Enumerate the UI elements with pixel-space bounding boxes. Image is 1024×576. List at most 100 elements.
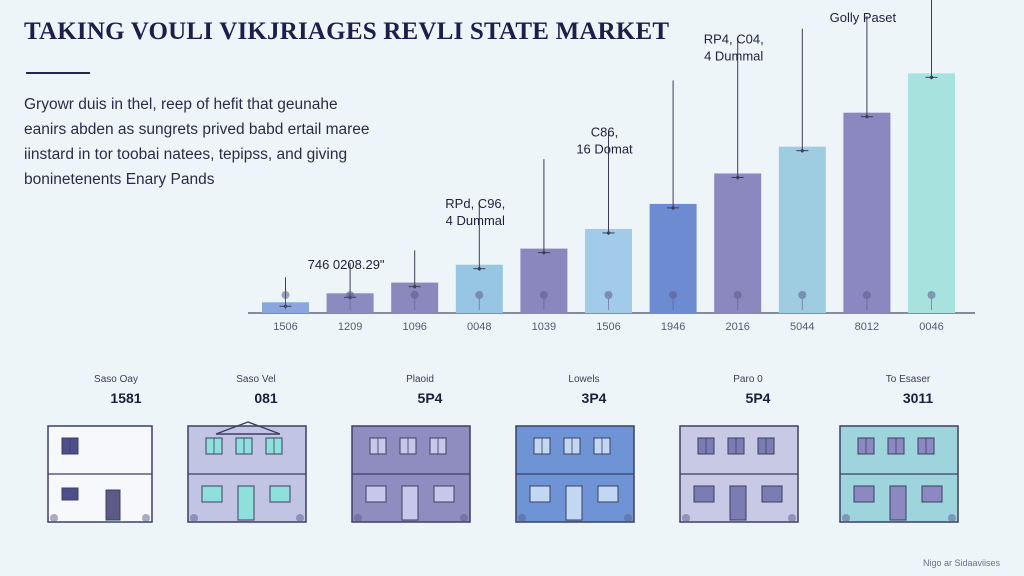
house-label: Saso Vel — [236, 374, 276, 385]
bar — [778, 146, 826, 313]
shrub-icon — [354, 514, 362, 522]
window — [921, 485, 943, 503]
door — [565, 485, 583, 521]
bar — [843, 112, 891, 314]
chart-annotation: 4 Dummal — [704, 49, 763, 64]
tree-icon — [798, 291, 807, 299]
window — [365, 485, 387, 503]
house-label: Saso Oay — [94, 374, 138, 385]
house-value: 1581 — [110, 390, 142, 406]
page-title: TAKING VOULI VIKJRIAGES REVLI STATE MARK… — [24, 18, 670, 45]
bar-chart: 1506 1209 1096 0048 1039 1506 1946 2016 5044 8012… — [248, 0, 975, 333]
tree-icon — [862, 291, 871, 299]
x-tick-label: 1506 — [596, 321, 620, 333]
window — [61, 487, 79, 501]
window — [853, 485, 875, 503]
house-value: 5P4 — [417, 390, 443, 406]
x-tick-label: 1506 — [273, 321, 297, 333]
title-underline — [26, 72, 90, 74]
x-tick-label: 1209 — [338, 321, 362, 333]
tree-icon — [927, 291, 936, 299]
shrub-icon — [624, 514, 632, 522]
shrub-icon — [842, 514, 850, 522]
house-label: Paro 0 — [733, 374, 763, 385]
roof-pediment — [215, 421, 281, 435]
tree-icon — [346, 291, 355, 299]
window — [269, 485, 291, 503]
shrub-icon — [682, 514, 690, 522]
tree-icon — [539, 291, 548, 299]
bar-marker — [477, 267, 481, 271]
house-icon — [679, 425, 799, 523]
door — [889, 485, 907, 521]
chart-annotation: 746 0208.29" — [308, 257, 385, 272]
house-icon — [187, 421, 307, 523]
shrub-icon — [788, 514, 796, 522]
house-icon — [351, 425, 471, 523]
intro-line: Gryowr duis in thel, reep of hefit that … — [24, 96, 338, 113]
window — [529, 485, 551, 503]
house-label: Lowels — [568, 374, 600, 385]
chart-annotation: Golly Paset — [830, 10, 897, 25]
door — [105, 489, 121, 521]
house-icon — [47, 425, 153, 523]
bar-marker — [865, 115, 869, 119]
house-icon — [515, 425, 635, 523]
bar-marker — [413, 284, 417, 289]
chart-annotation: RPd, C96, — [445, 196, 505, 211]
house-value: 3011 — [902, 390, 934, 406]
window — [433, 485, 455, 503]
intro-line: iinstard in tor toobai natees, tepipss, … — [24, 146, 348, 163]
window — [201, 485, 223, 503]
shrub-icon — [296, 514, 304, 522]
tree-icon — [669, 291, 678, 299]
shrub-icon — [460, 514, 468, 522]
shrub-icon — [948, 514, 956, 522]
x-tick-label: 1096 — [402, 321, 426, 333]
bar-marker — [736, 175, 740, 180]
shrub-icon — [518, 514, 526, 522]
x-tick-label: 0046 — [919, 321, 943, 333]
tree-icon — [733, 291, 742, 299]
chart-annotation: 16 Domat — [576, 142, 633, 157]
door — [401, 485, 419, 521]
bar-marker — [606, 231, 611, 235]
house-value: 5P4 — [745, 390, 771, 406]
shrub-icon — [50, 514, 58, 522]
window — [597, 485, 619, 503]
x-tick-label: 5044 — [790, 321, 814, 333]
intro-line: boninetenents Enary Pands — [24, 171, 215, 188]
x-tick-label: 0048 — [467, 321, 491, 333]
window — [693, 485, 715, 503]
chart-annotation: RP4, C04, — [704, 32, 764, 47]
house-label: Plaoid — [406, 374, 434, 385]
bar-marker — [671, 206, 675, 210]
house-icon — [839, 425, 959, 523]
door — [237, 485, 255, 521]
image-credit: Nigo ar Sidaaviises — [922, 558, 1000, 568]
house-value: 081 — [254, 390, 278, 406]
intro-line: eanirs abden as sungrets prived babd ert… — [24, 121, 370, 138]
x-tick-label: 1946 — [661, 321, 685, 333]
house-value: 3P4 — [581, 390, 607, 406]
bar-marker — [800, 149, 804, 153]
bar — [714, 173, 762, 313]
house-label: To Esaser — [885, 374, 931, 385]
tree-icon — [410, 291, 419, 299]
chart-annotation: C86, — [591, 125, 618, 140]
bar — [908, 73, 955, 314]
x-tick-label: 1039 — [532, 321, 556, 333]
chart-annotation: 4 Dummal — [446, 213, 505, 228]
x-tick-label: 2016 — [725, 321, 749, 333]
door — [729, 485, 747, 521]
bar-marker — [542, 251, 546, 255]
shrub-icon — [142, 514, 150, 522]
window — [761, 485, 783, 503]
tree-icon — [281, 291, 290, 299]
x-tick-label: 8012 — [855, 321, 879, 333]
tree-icon — [604, 291, 613, 299]
intro-paragraph: Gryowr duis in thel, reep of hefit that … — [24, 92, 424, 192]
shrub-icon — [190, 514, 198, 522]
tree-icon — [475, 291, 484, 299]
bar-marker — [929, 75, 934, 79]
